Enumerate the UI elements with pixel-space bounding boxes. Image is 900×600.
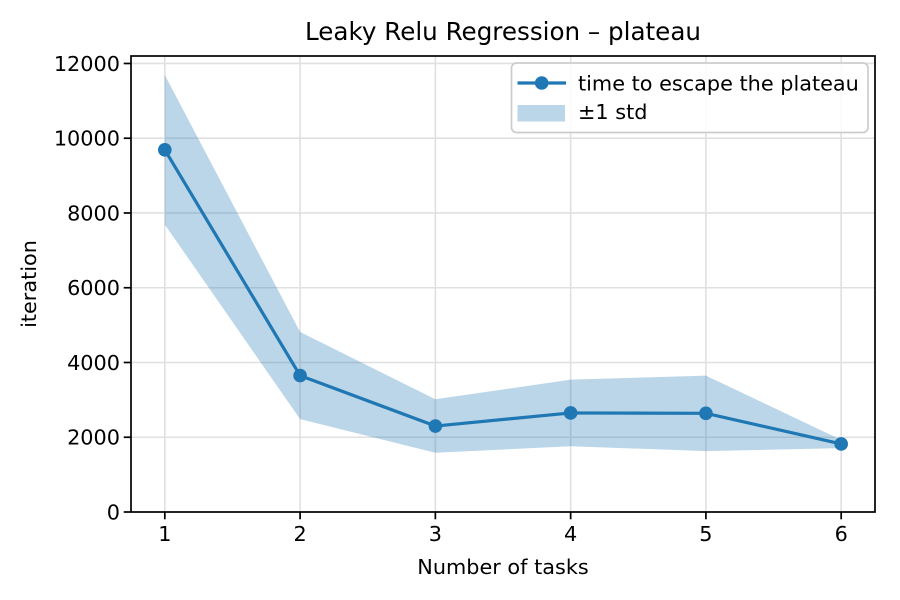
data-point-marker <box>563 406 578 420</box>
data-point-marker <box>293 368 307 383</box>
series-markers <box>158 143 848 451</box>
y-axis-label: iteration <box>17 240 41 328</box>
chart-title: Leaky Relu Regression – plateau <box>305 17 701 46</box>
legend-label-series: time to escape the plateau <box>578 72 859 96</box>
y-tick-label: 6000 <box>67 276 120 300</box>
x-tick-label: 1 <box>158 522 171 546</box>
x-tick-label: 2 <box>293 522 306 546</box>
y-tick-label: 4000 <box>67 351 120 375</box>
legend-band-swatch <box>517 105 565 122</box>
y-tick-label: 12000 <box>54 52 120 76</box>
y-tick-label: 0 <box>107 501 120 525</box>
series-line <box>163 148 843 446</box>
legend-frame <box>510 62 869 134</box>
std-band <box>164 75 842 453</box>
x-tick-label: 3 <box>429 522 442 546</box>
legend-marker-sample <box>534 76 549 90</box>
axes-spines <box>130 55 876 513</box>
x-tick-label: 5 <box>699 522 712 546</box>
x-axis-label: Number of tasks <box>417 555 588 579</box>
y-tick-label: 2000 <box>67 426 120 450</box>
data-point-marker <box>158 143 172 157</box>
data-point-marker <box>428 419 443 433</box>
legend: time to escape the plateau ±1 std <box>510 62 869 134</box>
data-point-marker <box>699 406 713 421</box>
legend-label-band: ±1 std <box>578 100 647 124</box>
data-point-marker <box>834 437 848 451</box>
tick-labels: 0 2000 4000 6000 8000 10000 12000 1 2 3 4 5 6 <box>54 52 848 546</box>
y-tick-label: 8000 <box>67 201 120 225</box>
x-tick-label: 6 <box>835 522 848 546</box>
y-tick-label: 10000 <box>54 127 120 151</box>
ticks <box>123 62 843 520</box>
x-tick-label: 4 <box>564 522 577 546</box>
